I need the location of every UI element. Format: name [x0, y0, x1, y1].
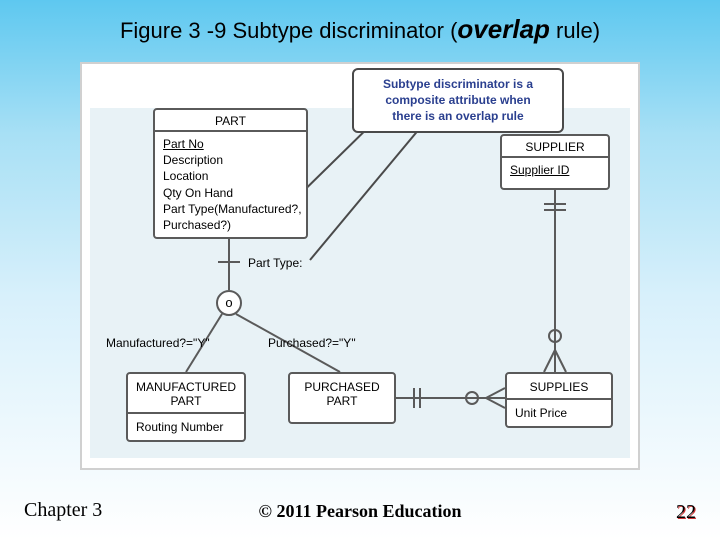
- title-suffix: rule): [550, 18, 600, 43]
- overlap-circle: o: [216, 290, 242, 316]
- manu-name-l1: MANUFACTURED: [136, 380, 236, 394]
- attr-location: Location: [163, 168, 298, 184]
- label-purchased-y: Purchased?="Y": [268, 336, 356, 350]
- purch-name-l1: PURCHASED: [304, 380, 379, 394]
- entity-part-attrs: Part No Description Location Qty On Hand…: [155, 132, 306, 237]
- attr-qty: Qty On Hand: [163, 185, 298, 201]
- title-overlap-word: overlap: [457, 14, 550, 44]
- callout-box: Subtype discriminator is a composite att…: [352, 68, 564, 133]
- entity-manufactured-name: MANUFACTURED PART: [128, 374, 244, 414]
- attr-supplier-id: Supplier ID: [510, 162, 600, 178]
- title-prefix: Figure 3 -9 Subtype discriminator (: [120, 18, 457, 43]
- entity-manufactured-attrs: Routing Number: [128, 414, 244, 440]
- callout-line2: composite attribute when: [364, 92, 552, 108]
- purch-name-l2: PART: [327, 394, 358, 408]
- attr-description: Description: [163, 152, 298, 168]
- entity-purchased-name: PURCHASED PART: [290, 374, 394, 412]
- label-part-type: Part Type:: [248, 256, 302, 270]
- attr-parttype2: Purchased?): [163, 217, 298, 233]
- entity-supplier: SUPPLIER Supplier ID: [500, 134, 610, 190]
- entity-supplier-name: SUPPLIER: [502, 136, 608, 158]
- entity-supplier-attrs: Supplier ID: [502, 158, 608, 182]
- footer-copyright: © 2011 Pearson Education: [0, 501, 720, 522]
- overlap-circle-label: o: [225, 295, 232, 310]
- entity-supplies-name: SUPPLIES: [507, 374, 611, 400]
- entity-part-name: PART: [155, 110, 306, 132]
- entity-manufactured-part: MANUFACTURED PART Routing Number: [126, 372, 246, 442]
- attr-part-no: Part No: [163, 136, 298, 152]
- label-manufactured-y: Manufactured?="Y": [106, 336, 210, 350]
- entity-supplies: SUPPLIES Unit Price: [505, 372, 613, 428]
- callout-line1: Subtype discriminator is a: [364, 76, 552, 92]
- attr-unit-price: Unit Price: [515, 406, 603, 420]
- callout-line3: there is an overlap rule: [364, 108, 552, 124]
- manu-name-l2: PART: [171, 394, 202, 408]
- footer-page: 22: [676, 501, 696, 524]
- figure-title: Figure 3 -9 Subtype discriminator (overl…: [0, 14, 720, 45]
- entity-supplies-attrs: Unit Price: [507, 400, 611, 426]
- attr-routing: Routing Number: [136, 420, 236, 434]
- attr-parttype1: Part Type(Manufactured?,: [163, 201, 298, 217]
- entity-purchased-part: PURCHASED PART: [288, 372, 396, 424]
- entity-part: PART Part No Description Location Qty On…: [153, 108, 308, 239]
